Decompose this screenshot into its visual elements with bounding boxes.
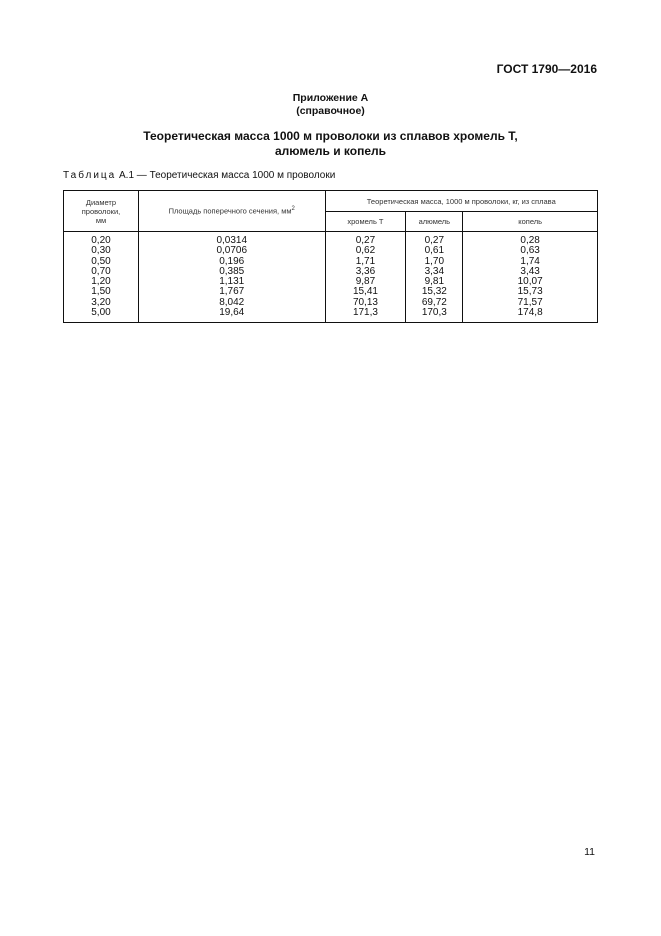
header-area-text: Площадь поперечного сечения, мм bbox=[168, 206, 292, 216]
table-cell: 0,20 bbox=[63, 231, 139, 247]
table-cell: 0,50 bbox=[63, 256, 139, 267]
caption-text: А.1 — Теоретическая масса 1000 м проволо… bbox=[116, 170, 336, 181]
header-area-sup: 2 bbox=[291, 206, 295, 213]
header-mass-group: Теоретическая масса, 1000 м проволоки, к… bbox=[324, 190, 599, 212]
table-row: 3,20 8,042 70,13 69,72 71,57 bbox=[63, 297, 598, 309]
table-cell: 15,32 bbox=[405, 287, 464, 298]
section-title: Теоретическая масса 1000 м проволоки из … bbox=[0, 129, 661, 159]
table-cell: 0,63 bbox=[462, 245, 598, 257]
table-cell: 0,30 bbox=[63, 245, 139, 257]
table-cell: 3,20 bbox=[63, 297, 139, 309]
appendix-heading: Приложение А (справочное) bbox=[0, 92, 661, 118]
table-cell: 0,27 bbox=[405, 231, 464, 247]
table-cell: 3,34 bbox=[405, 266, 464, 278]
header-area: Площадь поперечного сечения, мм2 bbox=[137, 190, 326, 232]
table-cell: 0,61 bbox=[405, 245, 464, 257]
table-row: 0,50 0,196 1,71 1,70 1,74 bbox=[63, 256, 598, 267]
table-cell: 15,73 bbox=[462, 287, 598, 298]
title-line-2: алюмель и копель bbox=[274, 144, 387, 158]
table-row: 1,50 1,767 15,41 15,32 15,73 bbox=[63, 287, 598, 298]
table-cell: 0,0314 bbox=[137, 231, 326, 247]
header-copel: копель bbox=[462, 211, 598, 232]
table-cell: 171,3 bbox=[324, 307, 407, 324]
page-number: 11 bbox=[584, 846, 595, 858]
caption-label: Таблица bbox=[63, 170, 117, 181]
table-cell: 3,43 bbox=[462, 266, 598, 278]
document-number: ГОСТ 1790—2016 bbox=[496, 62, 597, 76]
table-cell: 0,27 bbox=[324, 231, 407, 247]
table-cell: 5,00 bbox=[63, 307, 139, 324]
table-cell: 9,81 bbox=[405, 276, 464, 288]
table-cell: 1,50 bbox=[63, 287, 139, 298]
table-cell: 69,72 bbox=[405, 297, 464, 309]
header-diameter: Диаметр проволоки, мм bbox=[63, 190, 139, 232]
table-cell: 0,28 bbox=[462, 231, 598, 247]
table-cell: 174,8 bbox=[462, 307, 598, 324]
table-row: 1,20 1,131 9,87 9,81 10,07 bbox=[63, 276, 598, 288]
table-row: 0,20 0,0314 0,27 0,27 0,28 bbox=[63, 231, 598, 247]
header-alumel: алюмель bbox=[405, 211, 464, 232]
appendix-type: (справочное) bbox=[296, 105, 365, 117]
table-cell: 10,07 bbox=[462, 276, 598, 288]
mass-table: Диаметр проволоки, мм Площадь поперечног… bbox=[63, 190, 599, 324]
table-row: 5,00 19,64 171,3 170,3 174,8 bbox=[63, 307, 598, 324]
table-cell: 1,20 bbox=[63, 276, 139, 288]
title-line-1: Теоретическая масса 1000 м проволоки из … bbox=[143, 129, 518, 143]
table-cell: 170,3 bbox=[405, 307, 464, 324]
header-chromel: хромель Т bbox=[324, 211, 407, 232]
table-row: 0,30 0,0706 0,62 0,61 0,63 bbox=[63, 245, 598, 257]
table-caption: Таблица А.1 — Теоретическая масса 1000 м… bbox=[63, 170, 335, 181]
table-cell: 71,57 bbox=[462, 297, 598, 309]
appendix-title: Приложение А bbox=[292, 92, 369, 104]
table-cell: 0,70 bbox=[63, 266, 139, 278]
table-cell: 1,74 bbox=[462, 256, 598, 267]
table-cell: 1,70 bbox=[405, 256, 464, 267]
table-cell: 19,64 bbox=[137, 307, 326, 324]
table-row: 0,70 0,385 3,36 3,34 3,43 bbox=[63, 266, 598, 278]
